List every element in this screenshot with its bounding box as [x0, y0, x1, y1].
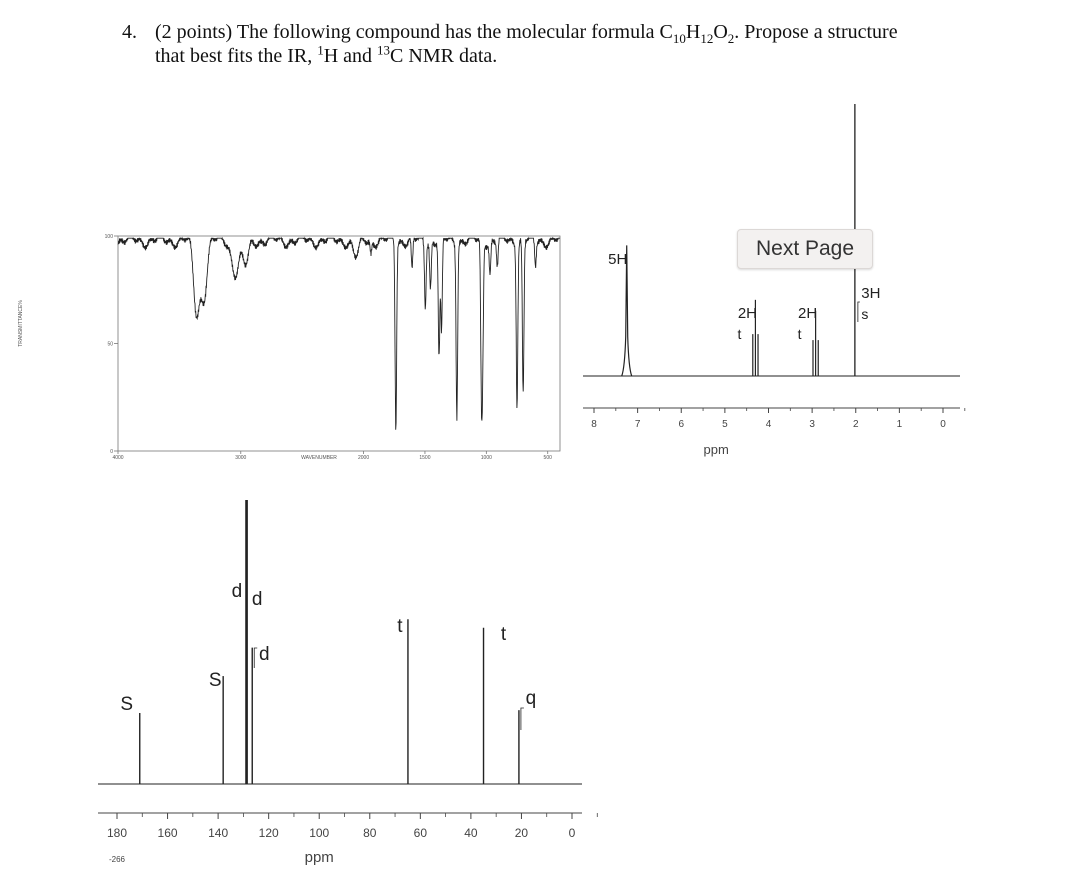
h-nmr-integration-label: 2H: [798, 305, 817, 322]
ir-x-tick-label: 1000: [481, 455, 492, 461]
formula-o-label: O: [713, 21, 728, 43]
ir-x-tick-label: 3000: [235, 455, 246, 461]
question-line-2: that best fits the IR, 1H and 13C NMR da…: [155, 42, 498, 68]
c-nmr-multiplicity-label: d: [259, 644, 270, 665]
formula-c-count: 10: [672, 31, 686, 46]
c-nmr-tick-label: 120: [259, 826, 279, 840]
question-line-1-end: . Propose a structure: [734, 21, 898, 43]
c-nmr-tick-label: 160: [158, 826, 178, 840]
c-nmr-extra-label: -266: [109, 855, 126, 864]
c-nmr-multiplicity-label: d: [232, 581, 243, 602]
h-nmr-multiplicity-label: s: [861, 306, 868, 322]
h-nmr-peak: [621, 245, 633, 377]
c-nmr-multiplicity-label: S: [209, 670, 222, 691]
h-nmr-tick-label: 3: [809, 419, 815, 430]
ir-y-tick-label: 50: [107, 342, 113, 348]
ir-x-tick-label: 4000: [112, 455, 123, 461]
h-nmr-multiplicity-label: t: [798, 326, 802, 342]
h-nmr-tick-label: 0: [940, 419, 946, 430]
c-nmr-tick-label: 180: [107, 826, 127, 840]
next-page-button[interactable]: Next Page: [737, 229, 873, 269]
h-nmr-label-bracket: [857, 301, 860, 322]
question-line-1: (2 points) The following compound has th…: [155, 20, 898, 46]
c-nmr-tick-label: 80: [363, 826, 377, 840]
c-nmr-tick-label: 100: [309, 826, 329, 840]
c-nmr-tick-label: 0: [569, 826, 576, 840]
ir-x-tick-label: 2000: [358, 455, 369, 461]
c-nmr-tick-label: 140: [208, 826, 228, 840]
c-nmr-multiplicity-label: t: [501, 624, 507, 645]
h-nmr-tick-label: 7: [635, 419, 641, 430]
question-line-2-mid: H and: [323, 45, 378, 67]
h-nmr-tick-label: 2: [853, 419, 859, 430]
h-nmr-integration-label: 2H: [738, 305, 757, 322]
formula-o-count: 2: [727, 31, 735, 46]
c-nmr-tick-label: 20: [515, 826, 529, 840]
ir-y-tick-label: 100: [105, 234, 114, 240]
ir-frame: [117, 235, 561, 452]
h-nmr-tick-label: 8: [591, 419, 597, 430]
c-nmr-multiplicity-label: d: [252, 589, 263, 610]
ir-x-tick-label: 500: [544, 455, 553, 461]
c-nmr-multiplicity-label: t: [397, 616, 403, 637]
question-line-2-start: that best fits the IR,: [155, 45, 318, 67]
question-line-1-start: (2 points) The following compound has th…: [155, 21, 673, 43]
question-line-2-end: C NMR data.: [390, 45, 498, 67]
ir-x-tick-label: 1500: [419, 455, 430, 461]
h-nmr-tick-label: 1: [897, 419, 903, 430]
h-nmr-integration-label: 3H: [861, 285, 880, 302]
c-nmr-multiplicity-label: S: [120, 694, 133, 715]
ir-trace: [117, 236, 560, 430]
c-nmr-label-bracket: [520, 707, 524, 730]
c-nmr-axis-label: ppm: [305, 849, 334, 866]
ir-y-axis-title: TRANSMITTANCE%: [18, 300, 24, 347]
h-nmr-spectrum: 8 7 6 5 4 3 2 1 0 ppm 5H 2H t 2H t 3H s: [583, 104, 966, 457]
ir-y-tick-label: 0: [110, 449, 113, 455]
h-nmr-tick-label: 5: [722, 419, 728, 430]
c-nmr-tick-label: 40: [464, 826, 478, 840]
sup-13: 13: [377, 42, 391, 58]
h-nmr-integration-label: 5H: [608, 251, 627, 268]
c-nmr-label-bracket: [253, 647, 258, 668]
ir-x-axis-title: WAVENUMBER: [301, 455, 337, 461]
c-nmr-tick-label: 60: [414, 826, 428, 840]
c-nmr-multiplicity-label: q: [526, 688, 537, 709]
h-nmr-axis-label: ppm: [704, 442, 729, 457]
formula-h-count: 12: [700, 31, 714, 46]
question-number: 4.: [122, 21, 137, 43]
h-nmr-multiplicity-label: t: [737, 326, 741, 342]
formula-h-label: H: [685, 21, 701, 43]
sup-1: 1: [317, 42, 324, 58]
h-nmr-tick-label: 6: [678, 419, 684, 430]
h-nmr-tick-label: 4: [766, 419, 772, 430]
